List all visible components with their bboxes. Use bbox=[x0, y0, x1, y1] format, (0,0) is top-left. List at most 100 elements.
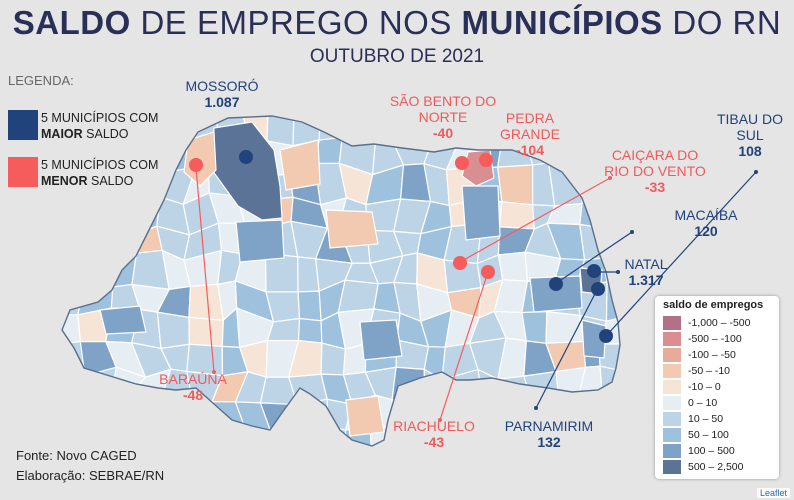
leader-line bbox=[195, 167, 215, 373]
municipality[interactable] bbox=[597, 343, 632, 374]
legend-class-label: -500 – -100 bbox=[688, 333, 742, 345]
municipality[interactable] bbox=[259, 402, 299, 436]
municipality-polygons bbox=[60, 116, 632, 446]
legend-class-label: 0 – 10 bbox=[688, 397, 718, 409]
marker-barauna[interactable] bbox=[189, 158, 203, 172]
choropleth-legend-title: saldo de empregos bbox=[663, 299, 764, 311]
leader-line bbox=[535, 287, 599, 409]
legend-class-swatch bbox=[663, 444, 681, 458]
label-natal: NATAL 1.317 bbox=[624, 256, 668, 288]
leaflet-attribution[interactable]: Leaflet bbox=[756, 488, 790, 498]
label-tibau-do-sul: TIBAU DO SUL 108 bbox=[716, 111, 784, 159]
leader-lines bbox=[195, 167, 758, 422]
leader-end bbox=[212, 370, 216, 374]
municipality[interactable] bbox=[599, 365, 632, 409]
label-mossoro: MOSSORÓ 1.087 bbox=[185, 78, 259, 110]
municipality[interactable] bbox=[60, 314, 82, 345]
leader-line bbox=[459, 177, 611, 263]
legend-min-label: 5 MUNICÍPIOS COM MENOR SALDO bbox=[41, 158, 159, 188]
marker-riachuelo[interactable] bbox=[481, 265, 495, 279]
municipality[interactable] bbox=[320, 342, 347, 376]
municipality-neighbor[interactable] bbox=[279, 139, 321, 191]
label-riachuelo: RIACHUELO -43 bbox=[393, 418, 475, 450]
label-sao-bento-do-norte: SÃO BENTO DO NORTE -40 bbox=[389, 93, 497, 141]
municipality[interactable] bbox=[497, 251, 529, 282]
leader-line bbox=[605, 171, 757, 337]
choropleth-legend: saldo de empregos -1,000 – -500 -500 – -1… bbox=[655, 296, 779, 479]
municipality[interactable] bbox=[287, 373, 328, 406]
marker-sao-bento-do-norte[interactable] bbox=[455, 156, 469, 170]
legend-min-swatch bbox=[8, 157, 38, 187]
municipality[interactable] bbox=[579, 192, 606, 229]
leader-end bbox=[630, 230, 634, 234]
leader-line bbox=[439, 271, 489, 421]
municipality[interactable] bbox=[297, 290, 322, 322]
municipality[interactable] bbox=[521, 310, 548, 344]
legend-class-swatch bbox=[663, 332, 681, 346]
label-caicara-do-rio-do-vento: CAIÇARA DO RIO DO VENTO -33 bbox=[604, 147, 706, 195]
municipality-barauna-area[interactable] bbox=[183, 131, 217, 187]
legend-class-label: -50 – -10 bbox=[688, 365, 731, 377]
leader-end bbox=[608, 176, 612, 180]
city-markers bbox=[189, 150, 613, 343]
municipality-joao-camara-area[interactable] bbox=[461, 185, 501, 241]
municipality-sao-tome-area[interactable] bbox=[359, 319, 403, 361]
municipality[interactable] bbox=[391, 366, 425, 407]
legend-class-swatch bbox=[663, 348, 681, 362]
municipality[interactable] bbox=[156, 311, 190, 350]
municipality-borders bbox=[61, 115, 621, 447]
legend-class-label: 10 – 50 bbox=[688, 413, 724, 425]
municipality-angicos-area[interactable] bbox=[325, 209, 379, 249]
municipality[interactable] bbox=[497, 164, 534, 206]
legend-class-swatch bbox=[663, 412, 681, 426]
leader-end bbox=[534, 406, 538, 410]
legend-class-label: -10 – 0 bbox=[688, 381, 721, 393]
legend-max-label: 5 MUNICÍPIOS COM MAIOR SALDO bbox=[41, 111, 159, 141]
marker-pedra-grande[interactable] bbox=[479, 153, 493, 167]
marker-natal[interactable] bbox=[587, 264, 601, 278]
municipality[interactable] bbox=[555, 366, 587, 401]
marker-tibau-do-sul[interactable] bbox=[599, 329, 613, 343]
municipality[interactable] bbox=[547, 162, 583, 207]
municipality-sul-area[interactable] bbox=[345, 395, 385, 437]
municipality-mossoro[interactable] bbox=[211, 121, 283, 221]
legend-heading: LEGENDA: bbox=[8, 73, 74, 88]
marker-mossoro[interactable] bbox=[239, 150, 253, 164]
municipality[interactable] bbox=[188, 316, 224, 348]
legend-class-swatch bbox=[663, 460, 681, 474]
label-pedra-grande: PEDRA GRANDE -104 bbox=[500, 110, 560, 158]
municipality[interactable] bbox=[337, 279, 379, 314]
marker-caicara-do-rio-do-vento[interactable] bbox=[453, 256, 467, 270]
leader-end bbox=[438, 418, 442, 422]
state-outline bbox=[61, 115, 621, 447]
label-macaiba: MACAÍBA 120 bbox=[674, 207, 738, 239]
page-subtitle: OUTUBRO DE 2021 bbox=[309, 46, 485, 67]
legend-class-swatch bbox=[663, 364, 681, 378]
legend-class-swatch bbox=[663, 380, 681, 394]
leader-line bbox=[554, 231, 633, 285]
legend-class-label: 100 – 500 bbox=[688, 445, 735, 457]
leader-end bbox=[754, 170, 758, 174]
municipality-apodi-area[interactable] bbox=[99, 305, 147, 335]
label-parnamirim: PARNAMIRIM 132 bbox=[504, 418, 594, 450]
source-credit: Fonte: Novo CAGED bbox=[16, 448, 137, 463]
municipality-macaiba[interactable] bbox=[529, 275, 583, 313]
legend-class-swatch bbox=[663, 396, 681, 410]
municipality-assu-area[interactable] bbox=[235, 219, 285, 263]
municipality-tibau-do-sul[interactable] bbox=[581, 319, 607, 359]
label-barauna: BARAÚNA -48 bbox=[159, 371, 227, 403]
marker-macaiba[interactable] bbox=[549, 277, 563, 291]
legend-max-swatch bbox=[8, 110, 38, 140]
legend-class-label: 50 – 100 bbox=[688, 429, 729, 441]
legend-class-label: -100 – -50 bbox=[688, 349, 736, 361]
legend-class-swatch bbox=[663, 428, 681, 442]
municipality[interactable] bbox=[498, 201, 535, 230]
legend-class-label: -1,000 – -500 bbox=[688, 317, 751, 329]
legend-class-label: 500 – 2,500 bbox=[688, 461, 744, 473]
author-credit: Elaboração: SEBRAE/RN bbox=[16, 468, 165, 483]
marker-parnamirim[interactable] bbox=[591, 282, 605, 296]
legend-class-swatch bbox=[663, 316, 681, 330]
municipality[interactable] bbox=[297, 317, 323, 344]
